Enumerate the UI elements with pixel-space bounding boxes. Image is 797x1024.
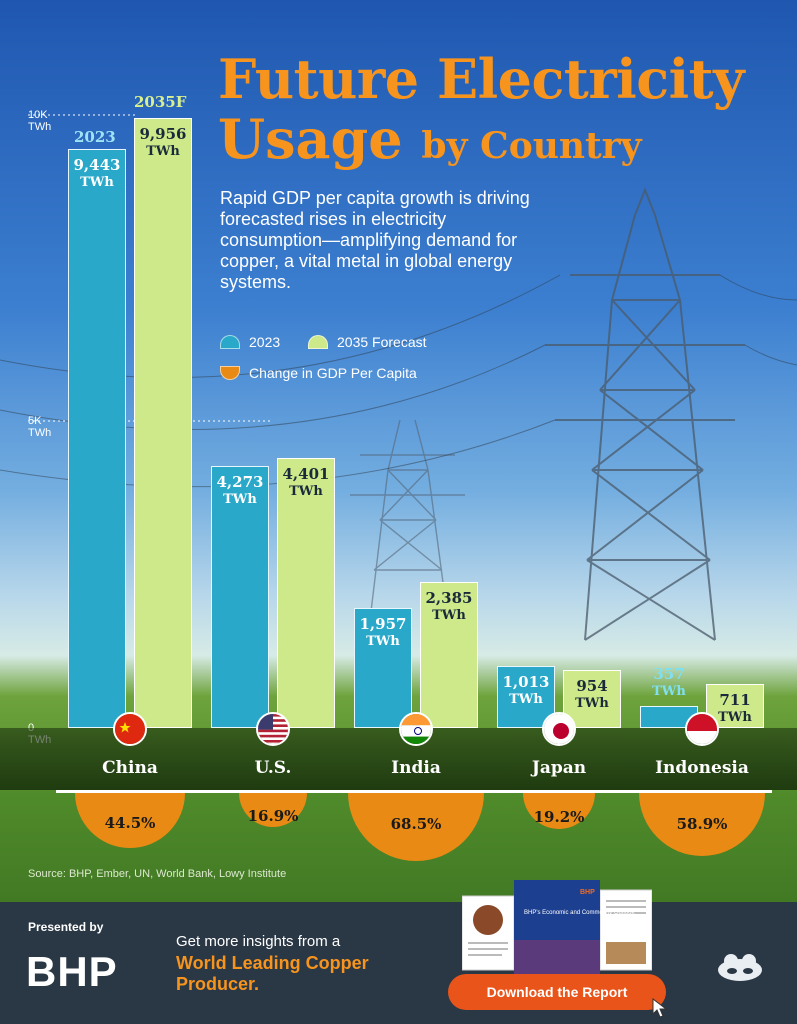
- data-label-unit: TWh: [509, 691, 543, 707]
- india-flag-icon: [399, 712, 433, 746]
- data-label-unit: TWh: [432, 607, 466, 623]
- data-label-unit: TWh: [289, 484, 323, 500]
- insight-line1: Get more insights from a: [176, 933, 341, 950]
- japan-flag-icon: [542, 712, 576, 746]
- data-label-value: 357: [653, 665, 685, 684]
- data-label-china-2035: 9,956 TWh: [134, 124, 192, 160]
- data-label-unit: TWh: [146, 143, 180, 159]
- legend-label-2035: 2035 Forecast: [337, 334, 427, 350]
- data-label-japan-2023: 1,013 TWh: [497, 672, 555, 708]
- y-tick-5k-value: 5K: [28, 415, 42, 427]
- data-label-unit: TWh: [223, 492, 257, 508]
- y-tick-5k-unit: TWh: [28, 427, 52, 439]
- bar-china-2035: [134, 117, 192, 728]
- data-label-indonesia-2023: 357 TWh: [640, 666, 698, 700]
- bar-china-2023: [68, 149, 126, 728]
- footer-bar: [0, 902, 797, 1024]
- bar-u-s-2035: [277, 458, 335, 728]
- country-label-china: China: [102, 758, 158, 778]
- data-label-value: 9,956: [139, 124, 187, 143]
- data-label-unit: TWh: [366, 634, 400, 650]
- data-label-value: 4,401: [282, 465, 330, 484]
- data-label-value: 1,013: [502, 672, 550, 691]
- legend-gdp: Change in GDP Per Capita: [220, 365, 417, 381]
- bhp-logo: BHP: [26, 948, 118, 995]
- country-label-indonesia: Indonesia: [655, 758, 749, 778]
- data-label-value: 1,957: [359, 615, 407, 634]
- source-note: Source: BHP, Ember, UN, World Bank, Lowy…: [28, 868, 287, 880]
- country-label-u-s: U.S.: [254, 758, 292, 778]
- gdp-label-indonesia: 58.9%: [676, 815, 728, 833]
- gdp-baseline: [56, 790, 772, 793]
- bar-india-2023: [354, 608, 412, 728]
- legend-swatch-gdp: [220, 366, 240, 380]
- data-label-value: 711: [719, 691, 751, 710]
- chart-subtitle: Rapid GDP per capita growth is driving f…: [220, 188, 530, 292]
- download-report-button[interactable]: Download the Report: [448, 974, 666, 1010]
- legend-swatch-2035: [308, 335, 328, 349]
- bar-india-2035: [420, 581, 478, 728]
- data-label-value: 2,385: [425, 588, 473, 607]
- report-thumbnail[interactable]: BHP's Economic and Commodity Outlook BHP: [462, 880, 652, 976]
- data-label-unit: TWh: [575, 695, 609, 711]
- data-label-value: 4,273: [216, 473, 264, 492]
- data-label-u-s-2023: 4,273 TWh: [211, 474, 269, 508]
- data-label-india-2023: 1,957 TWh: [354, 616, 412, 650]
- title-usage: Usage: [218, 107, 403, 171]
- legend-2023: 2023: [220, 334, 280, 350]
- data-label-unit: TWh: [80, 175, 114, 191]
- us-flag-icon: [256, 712, 290, 746]
- data-label-indonesia-2035: 711 TWh: [706, 692, 764, 726]
- y-tick-10k: 10K TWh: [28, 109, 51, 133]
- year-label-2023: 2023: [74, 128, 116, 146]
- country-label-japan: Japan: [531, 758, 587, 778]
- legend-label-2023: 2023: [249, 334, 281, 350]
- y-tick-5k: 5K TWh: [28, 415, 51, 439]
- transmission-towers-illustration: [0, 187, 797, 641]
- data-label-unit: TWh: [652, 684, 686, 700]
- gdp-label-india: 68.5%: [390, 815, 442, 833]
- y-tick-10k-unit: TWh: [28, 121, 52, 133]
- bar-u-s-2023: [211, 466, 269, 728]
- gdp-label-china: 44.5%: [104, 814, 156, 833]
- insight-line2: World Leading Copper Producer.: [176, 953, 369, 994]
- country-label-india: India: [391, 758, 441, 778]
- gdp-label-japan: 19.2%: [533, 807, 585, 826]
- presented-by-label: Presented by: [28, 920, 104, 934]
- china-flag-icon: [113, 712, 147, 746]
- legend-label-gdp: Change in GDP Per Capita: [249, 365, 417, 381]
- data-label-china-2023: 9,443 TWh: [68, 157, 126, 191]
- report-title: BHP's Economic and Commodity Outlook: [524, 910, 636, 916]
- data-label-unit: TWh: [718, 710, 752, 726]
- gdp-label-u-s: 16.9%: [247, 806, 299, 825]
- data-label-u-s-2035: 4,401 TWh: [277, 466, 335, 500]
- title-by-country: by Country: [421, 125, 642, 167]
- y-tick-10k-value: 10K: [28, 109, 48, 121]
- legend-swatch-2023: [220, 335, 240, 349]
- data-label-value: 9,443: [73, 156, 121, 175]
- indonesia-flag-icon: [685, 712, 719, 746]
- chart-title-line1: Future Electricity: [218, 47, 745, 111]
- report-brand: BHP: [580, 889, 595, 896]
- data-label-india-2035: 2,385 TWh: [420, 588, 478, 624]
- year-label-2035: 2035F: [134, 93, 187, 111]
- data-label-japan-2035: 954 TWh: [563, 676, 621, 712]
- data-label-value: 954: [576, 676, 608, 695]
- chart-title-line2: Usage by Country: [218, 112, 642, 166]
- cursor-icon: [652, 998, 668, 1018]
- legend-2035: 2035 Forecast: [308, 334, 427, 350]
- visual-capitalist-logo: [718, 954, 762, 981]
